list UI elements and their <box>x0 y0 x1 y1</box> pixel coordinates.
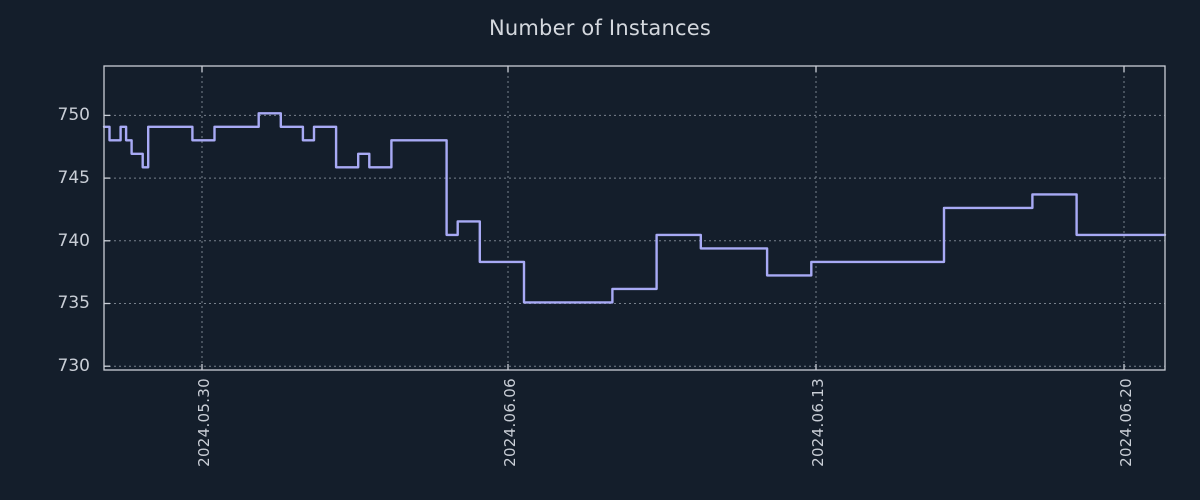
ytick-label-730: 730 <box>57 356 90 376</box>
plot-axis-frame <box>103 65 1166 371</box>
xtick-label-2024-06-13: 2024.06.13 <box>809 378 827 467</box>
xtick-label-2024-05-30: 2024.05.30 <box>195 378 213 467</box>
y-tick-marks <box>104 114 110 367</box>
ytick-label-745: 745 <box>57 168 90 188</box>
chart-title: Number of Instances <box>488 16 711 40</box>
data-line-number-of-instances <box>102 112 1167 304</box>
plot-area-background <box>104 66 1165 370</box>
ytick-label-740: 740 <box>57 231 90 251</box>
x-gridlines <box>201 66 1125 370</box>
ytick-label-750: 750 <box>57 105 90 125</box>
xtick-label-2024-06-20: 2024.06.20 <box>1117 378 1135 467</box>
xtick-label-2024-06-06: 2024.06.06 <box>501 378 519 467</box>
x-tick-marks <box>201 66 1125 370</box>
ytick-label-735: 735 <box>57 293 90 313</box>
